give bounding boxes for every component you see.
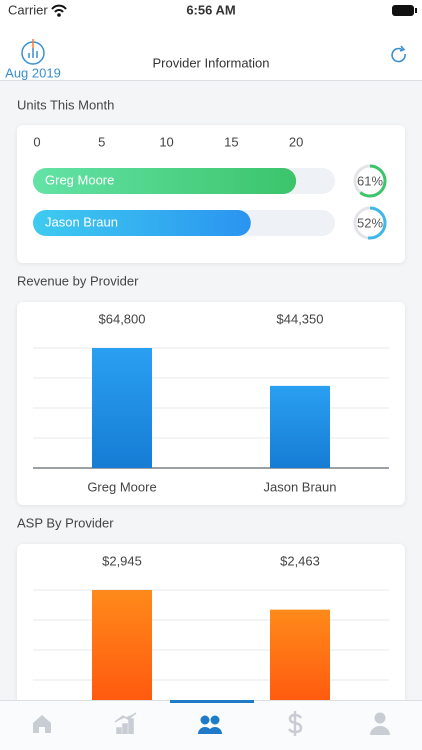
tab-profile[interactable] — [370, 726, 390, 735]
tab-providers-head — [210, 715, 220, 725]
ring — [353, 164, 387, 198]
date-label: Aug 2019 — [5, 65, 61, 80]
wifi-icon — [51, 4, 67, 13]
battery — [392, 5, 414, 16]
value-label: $44,350 — [277, 311, 324, 326]
bar — [33, 210, 251, 236]
refresh-icon — [391, 47, 406, 63]
header-bg — [0, 0, 422, 80]
x-tick-label: 5 — [98, 134, 105, 149]
tab-providers[interactable] — [198, 727, 222, 734]
clock: 6:56 AM — [186, 2, 235, 17]
x-tick-label: 10 — [159, 134, 173, 149]
x-tick-label: 15 — [224, 134, 238, 149]
carrier: Carrier — [8, 2, 48, 17]
refresh-arrow — [399, 45, 406, 52]
section-title: Units This Month — [17, 97, 114, 112]
bar-label: Jason Braun — [45, 214, 118, 229]
x-tick-label: 0 — [33, 134, 40, 149]
x-tick-label: 20 — [289, 134, 303, 149]
tab-revenue[interactable] — [287, 711, 303, 736]
tab-providers-head — [200, 715, 210, 725]
page-title: Provider Information — [152, 55, 269, 70]
tab-bar — [0, 700, 422, 750]
battery-tip — [415, 8, 417, 13]
date-button[interactable]: Aug 2019 — [5, 39, 61, 80]
wifi-dot — [57, 13, 61, 17]
value-label: $64,800 — [99, 311, 146, 326]
tab-bar-bg — [0, 700, 422, 750]
bar — [270, 609, 330, 710]
bar — [92, 348, 152, 468]
tab-indicator — [170, 700, 254, 703]
section-title: Revenue by Provider — [17, 273, 139, 288]
date-icon-bars — [28, 48, 38, 58]
value-label: $2,463 — [280, 553, 320, 568]
refresh-button[interactable] — [391, 45, 406, 63]
tab-reports[interactable] — [114, 712, 137, 734]
section-title: ASP By Provider — [17, 515, 114, 530]
ring-label: 61% — [357, 173, 383, 188]
ring-label: 52% — [357, 215, 383, 230]
bar — [92, 590, 152, 710]
card — [17, 302, 405, 505]
ring — [353, 206, 387, 240]
value-label: $2,945 — [102, 553, 142, 568]
x-tick-label: Greg Moore — [87, 479, 156, 494]
bar-label: Greg Moore — [45, 172, 114, 187]
tab-profile-head[interactable] — [374, 712, 386, 724]
x-tick-label: Jason Braun — [264, 479, 337, 494]
bar — [270, 385, 330, 468]
bar — [33, 168, 297, 194]
tab-home[interactable] — [33, 715, 51, 733]
